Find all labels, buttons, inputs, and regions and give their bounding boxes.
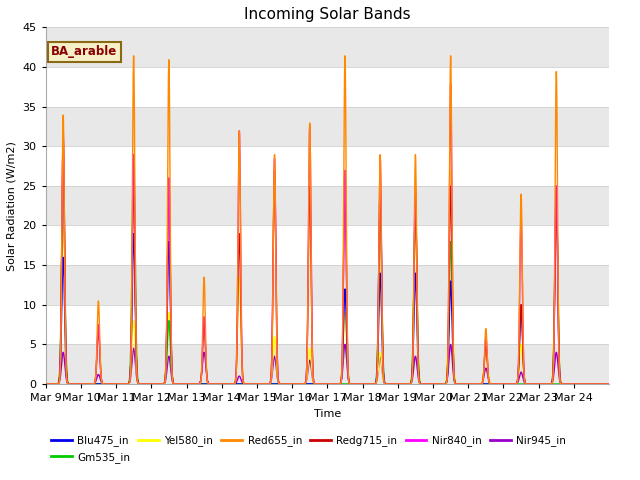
- Bar: [45, 27, 609, 67]
- Title: Incoming Solar Bands: Incoming Solar Bands: [244, 7, 411, 22]
- Text: BA_arable: BA_arable: [51, 45, 118, 58]
- Legend: Blu475_in, Gm535_in, Yel580_in, Red655_in, Redg715_in, Nir840_in, Nir945_in: Blu475_in, Gm535_in, Yel580_in, Red655_i…: [51, 435, 566, 463]
- Bar: [45, 344, 609, 384]
- Bar: [45, 265, 609, 305]
- Bar: [45, 107, 609, 146]
- X-axis label: Time: Time: [314, 408, 341, 419]
- Bar: [45, 186, 609, 226]
- Y-axis label: Solar Radiation (W/m2): Solar Radiation (W/m2): [7, 141, 17, 271]
